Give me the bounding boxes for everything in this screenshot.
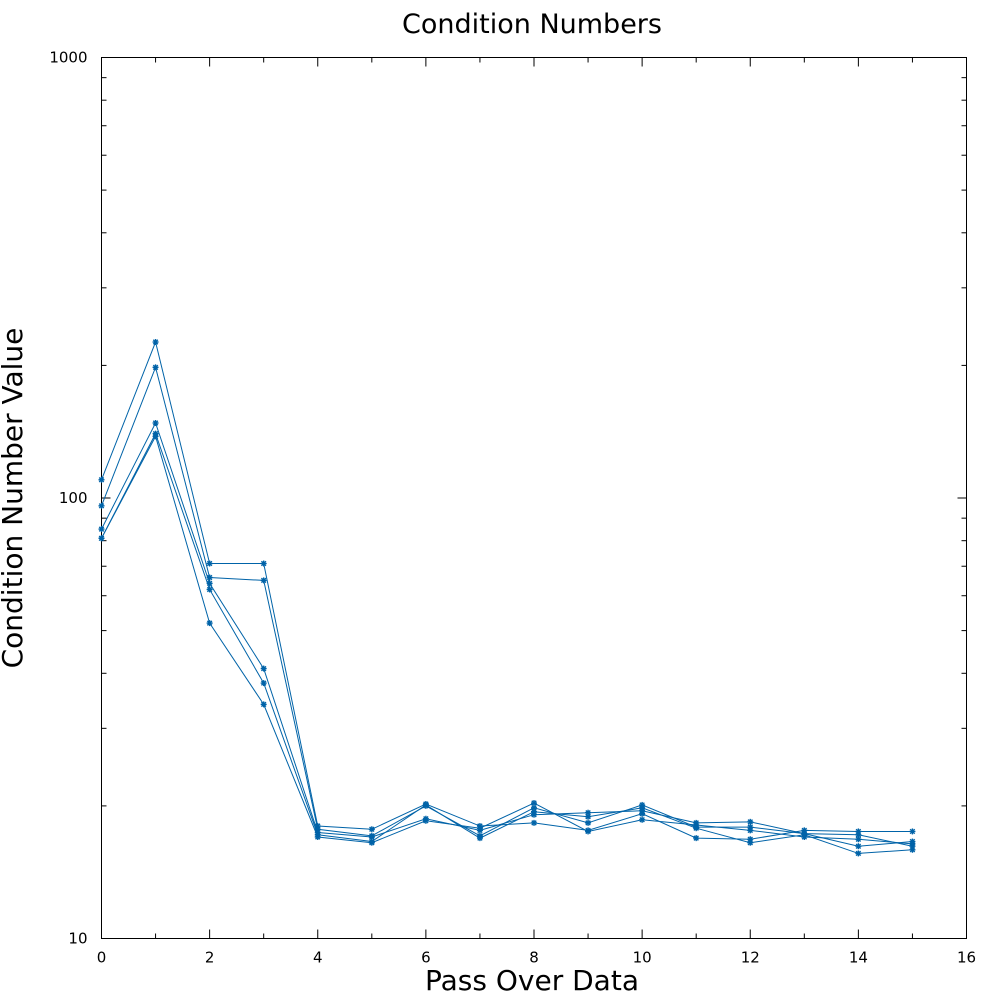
data-point bbox=[693, 835, 700, 842]
data-point bbox=[909, 840, 916, 847]
x-tick-label: 0 bbox=[97, 949, 107, 967]
data-point bbox=[422, 817, 429, 824]
x-tick-label: 16 bbox=[957, 949, 976, 967]
data-point bbox=[152, 419, 159, 426]
data-point bbox=[909, 846, 916, 853]
data-point bbox=[909, 828, 916, 835]
data-point bbox=[585, 828, 592, 835]
data-point bbox=[747, 827, 754, 834]
data-point bbox=[747, 818, 754, 825]
data-point bbox=[314, 831, 321, 838]
data-point bbox=[855, 850, 862, 857]
data-point bbox=[801, 831, 808, 838]
x-tick-label: 4 bbox=[313, 949, 323, 967]
tick-labels: 0 2 4 6 8 10 12 14 16 10 100 1000 bbox=[49, 49, 976, 967]
x-tick-label: 14 bbox=[849, 949, 868, 967]
y-tick-label: 10 bbox=[68, 930, 87, 948]
series-4 bbox=[98, 433, 916, 847]
data-point bbox=[206, 620, 213, 627]
y-tick-label: 1000 bbox=[49, 49, 87, 67]
data-point bbox=[152, 364, 159, 371]
data-point bbox=[260, 701, 267, 708]
data-point bbox=[639, 816, 646, 823]
data-point bbox=[855, 836, 862, 843]
data-point bbox=[206, 586, 213, 593]
data-point bbox=[260, 560, 267, 567]
series-line bbox=[101, 421, 913, 847]
data-point bbox=[98, 526, 105, 533]
data-point bbox=[260, 577, 267, 584]
data-point bbox=[531, 808, 537, 815]
series-line bbox=[101, 435, 913, 845]
data-point bbox=[368, 826, 375, 833]
series-layer bbox=[98, 339, 916, 857]
data-point bbox=[531, 819, 537, 826]
chart-title: Condition Numbers bbox=[402, 9, 662, 40]
data-point bbox=[260, 665, 267, 672]
series-1 bbox=[98, 339, 916, 843]
series-5 bbox=[98, 430, 916, 857]
series-3 bbox=[98, 419, 916, 850]
data-point bbox=[693, 825, 700, 832]
data-point bbox=[476, 835, 483, 842]
series-2 bbox=[98, 364, 916, 850]
data-point bbox=[98, 502, 105, 509]
x-tick-label: 10 bbox=[633, 949, 652, 967]
data-point bbox=[639, 804, 646, 811]
series-line bbox=[101, 340, 913, 840]
series-line bbox=[101, 432, 913, 854]
x-tick-label: 12 bbox=[741, 949, 760, 967]
data-point bbox=[747, 839, 754, 846]
series-line bbox=[101, 365, 913, 847]
data-point bbox=[476, 825, 483, 832]
data-point bbox=[98, 535, 105, 542]
x-tick-label: 2 bbox=[205, 949, 215, 967]
data-point bbox=[531, 800, 537, 807]
x-tick-label: 8 bbox=[529, 949, 539, 967]
data-point bbox=[152, 430, 159, 437]
data-point bbox=[855, 843, 862, 850]
y-axis-label: Condition Number Value bbox=[0, 328, 29, 669]
data-point bbox=[585, 813, 592, 820]
x-tick-label: 6 bbox=[421, 949, 431, 967]
data-point bbox=[422, 801, 429, 808]
data-point bbox=[585, 819, 592, 826]
data-point bbox=[260, 680, 267, 687]
data-point bbox=[152, 339, 159, 346]
data-point bbox=[368, 838, 375, 845]
x-axis-label: Pass Over Data bbox=[425, 964, 639, 997]
data-point bbox=[98, 476, 105, 483]
axis-ticks bbox=[101, 57, 967, 939]
y-tick-label: 100 bbox=[59, 489, 88, 507]
data-point bbox=[206, 560, 213, 567]
data-point bbox=[368, 833, 375, 840]
